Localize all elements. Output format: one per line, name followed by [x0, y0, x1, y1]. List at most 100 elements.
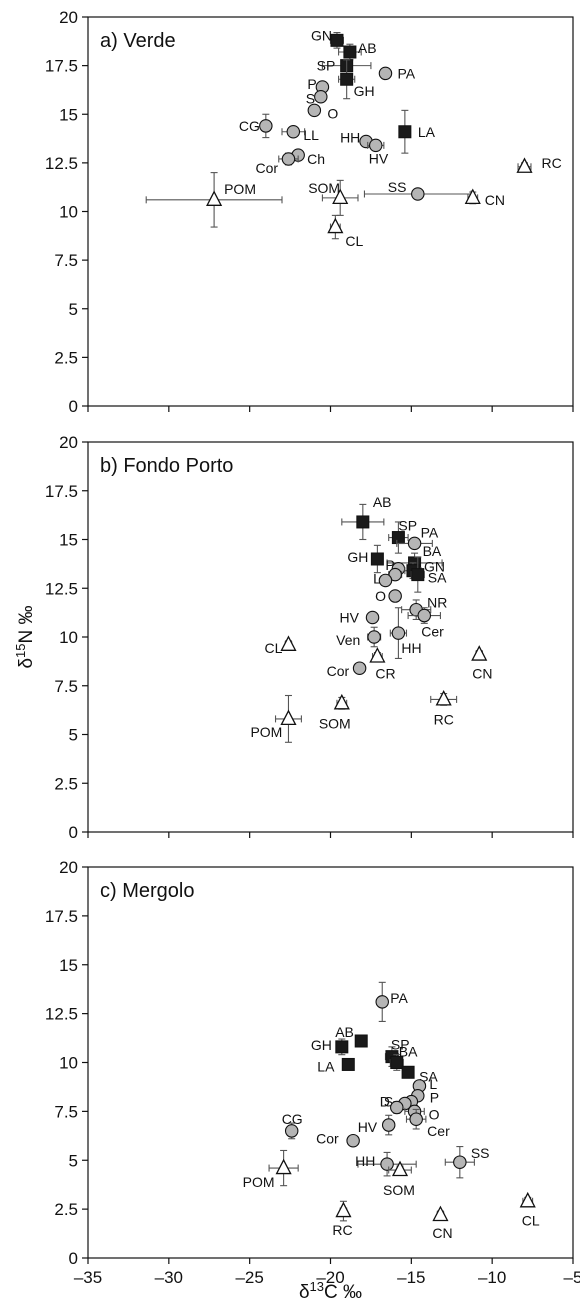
y-tick-label: 10	[59, 203, 78, 222]
y-tick-label: 2.5	[54, 348, 78, 367]
data-point-square	[356, 515, 370, 529]
data-point-circle	[407, 536, 422, 551]
data-point-square	[354, 1034, 368, 1048]
point-label: AB	[335, 1024, 354, 1040]
data-point-circle	[284, 1124, 299, 1138]
point-label: POM	[224, 181, 256, 197]
data-point-circle	[453, 1155, 467, 1169]
data-point-triangle	[432, 1205, 449, 1222]
y-tick-label: 15	[59, 531, 78, 550]
y-tick-label: 7.5	[54, 1102, 78, 1121]
data-point-triangle	[280, 635, 297, 651]
point-label: Cor	[327, 663, 350, 679]
point-label: RC	[332, 1222, 352, 1238]
y-tick-label: 5	[69, 1151, 78, 1170]
data-point-circle	[375, 995, 389, 1009]
point-label: GN	[311, 27, 332, 43]
point-label: O	[327, 105, 338, 121]
point-label: BA	[399, 1044, 418, 1060]
data-point-circle	[409, 1112, 423, 1126]
data-point-triangle	[435, 689, 452, 706]
data-point-circle	[380, 1157, 394, 1171]
x-tick-label: –25	[235, 1268, 263, 1287]
data-point-square	[330, 33, 344, 47]
point-label: P	[385, 557, 394, 573]
point-label: HH	[355, 1153, 375, 1169]
point-label: HH	[340, 129, 360, 145]
data-point-square	[390, 1056, 404, 1069]
point-label: LA	[317, 1058, 335, 1074]
data-point-circle	[286, 125, 301, 139]
point-label: SA	[428, 570, 447, 586]
point-label: HH	[401, 640, 421, 656]
data-point-circle	[352, 661, 367, 675]
point-label: L	[429, 1076, 437, 1092]
point-label: RC	[542, 155, 562, 171]
panel-title: a) Verde	[100, 30, 176, 52]
point-label: SP	[391, 1037, 410, 1053]
point-label: SP	[317, 58, 336, 74]
panel-fondo-porto: 0 2.5 5 7.5 10 12.5 15 17.5 20 b) Fondo Porto AB SP…	[45, 433, 574, 842]
x-tick-label: –15	[397, 1268, 425, 1287]
point-label: LL	[303, 127, 319, 143]
data-point-triangle	[280, 709, 297, 726]
x-tick-label: –20	[316, 1268, 344, 1287]
data-point-circle	[411, 187, 425, 201]
point-label: SA	[419, 1068, 438, 1084]
y-tick-label: 15	[59, 956, 78, 975]
panel-title: b) Fondo Porto	[100, 455, 233, 477]
point-label: GH	[347, 549, 368, 565]
y-tick-label: 10	[59, 628, 78, 647]
point-label: AB	[358, 40, 377, 56]
x-tick-label: –10	[478, 1268, 506, 1287]
y-tick-label: 7.5	[54, 677, 78, 696]
y-axis-label-rest: N ‰	[16, 605, 37, 643]
data-point-triangle	[275, 1158, 292, 1175]
data-point-triangle	[333, 693, 350, 710]
x-tick-label: –30	[155, 1268, 183, 1287]
data-point-circle	[314, 89, 328, 104]
data-point-triangle	[471, 645, 488, 661]
y-tick-label: 15	[59, 105, 78, 124]
point-label: LA	[418, 124, 436, 140]
data-point-circle	[378, 573, 393, 588]
data-point-circle	[307, 103, 322, 118]
point-label: PA	[390, 990, 408, 1006]
data-point-circle	[390, 1100, 404, 1115]
point-label: S	[384, 1094, 393, 1110]
point-label: NR	[427, 595, 447, 611]
x-axis-label-sup: 13	[310, 1279, 324, 1294]
y-axis-label: δ15N ‰	[13, 605, 38, 668]
data-point-triangle	[516, 157, 533, 173]
y-tick-label: 20	[59, 8, 78, 27]
data-point-circle	[391, 626, 406, 640]
y-tick-label: 0	[69, 397, 78, 416]
data-point-triangle	[391, 1160, 409, 1177]
point-label: CL	[264, 640, 282, 656]
data-point-square	[340, 72, 354, 86]
y-tick-label: 20	[59, 433, 78, 452]
y-tick-label: 20	[59, 858, 78, 877]
panel-title: c) Mergolo	[100, 880, 194, 902]
data-point-circle	[367, 630, 381, 644]
point-label: Cer	[427, 1123, 450, 1139]
point-label: SS	[388, 179, 407, 195]
y-axis-label-delta: δ	[16, 658, 37, 669]
point-label: O	[375, 588, 386, 604]
point-label: AB	[373, 494, 392, 510]
panel-mergolo: 0 2.5 5 7.5 10 12.5 15 17.5 20 –35 –30 –25 –20 –15 –10…	[45, 858, 580, 1287]
data-point-circle	[365, 610, 380, 625]
data-point-square	[398, 125, 412, 139]
point-label: GH	[311, 1037, 332, 1053]
x-axis-label-rest: C ‰	[324, 1282, 362, 1303]
point-label: S	[306, 91, 315, 107]
y-axis-label-sup: 15	[13, 643, 28, 657]
point-label: GN	[424, 559, 445, 575]
data-point-square	[343, 45, 357, 59]
point-label: SS	[471, 1145, 490, 1161]
point-label: D	[380, 1093, 390, 1109]
point-label: O	[429, 1106, 440, 1122]
data-point-triangle	[519, 1191, 536, 1208]
data-point-square	[411, 568, 425, 582]
data-point-triangle	[464, 188, 481, 205]
